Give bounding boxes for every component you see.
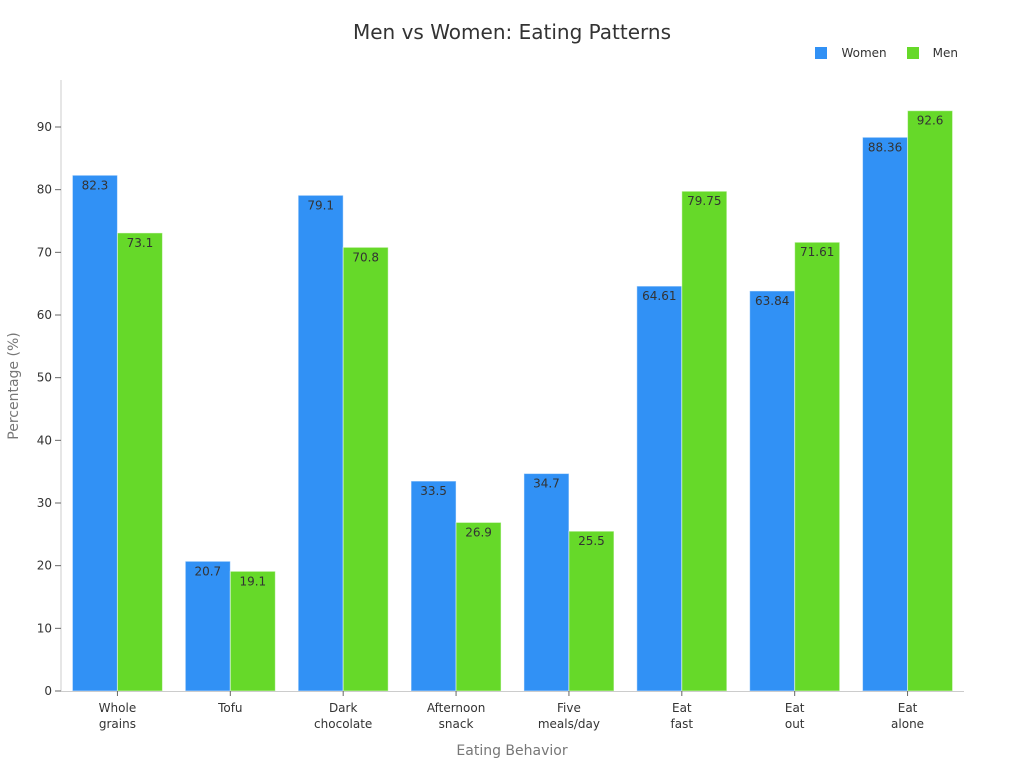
bar-value-label: 20.7 [194, 564, 221, 578]
legend-swatch-women [815, 47, 828, 59]
x-tick-label: meals/day [538, 717, 600, 731]
bar-value-label: 88.36 [868, 140, 902, 154]
chart-title: Men vs Women: Eating Patterns [353, 20, 671, 44]
bar-men[interactable] [568, 530, 615, 692]
x-tick-label: Dark [329, 701, 358, 715]
chart-legend: Women Men [795, 46, 958, 60]
bar-value-label: 79.1 [307, 198, 334, 212]
x-tick-label: out [785, 717, 805, 731]
y-axis: 0 10 20 30 40 50 60 70 80 90 [37, 80, 62, 698]
bar-men[interactable] [907, 110, 954, 692]
bar-value-label: 34.7 [533, 477, 560, 491]
bar-women[interactable] [184, 560, 231, 692]
y-tick-label: 70 [37, 245, 52, 259]
bar-value-label: 82.3 [82, 178, 109, 192]
y-tick-label: 40 [37, 433, 52, 447]
x-tick-label: chocolate [314, 717, 372, 731]
bar-value-label: 63.84 [755, 294, 789, 308]
legend-label-men: Men [932, 46, 958, 60]
x-axis: Whole grains Tofu Dark chocolate Afternoon sna… [61, 691, 964, 731]
bar-value-label: 33.5 [420, 484, 447, 498]
y-tick-label: 20 [37, 559, 52, 573]
bar-men[interactable] [455, 521, 502, 692]
x-tick-label: fast [671, 717, 694, 731]
legend-item-women[interactable]: Women [815, 46, 887, 60]
y-tick-label: 60 [37, 308, 52, 322]
bar-value-label: 64.61 [642, 289, 676, 303]
x-tick-label: Afternoon [427, 701, 486, 715]
x-axis-label: Eating Behavior [456, 743, 567, 759]
legend-swatch-men [906, 47, 919, 59]
y-tick-label: 50 [37, 371, 52, 385]
bar-women[interactable] [410, 480, 457, 692]
bar-women[interactable] [297, 194, 344, 692]
x-tick-label: alone [891, 717, 924, 731]
y-tick-label: 0 [44, 684, 52, 698]
bar-women[interactable] [71, 174, 118, 692]
y-tick-label: 90 [37, 120, 52, 134]
bars: 82.3 73.1 20.7 19.1 79.1 70.8 33.5 26.9 34.7 25.5… [71, 110, 954, 692]
bar-men[interactable] [342, 246, 389, 692]
bar-value-label: 26.9 [465, 525, 492, 539]
bar-men[interactable] [681, 190, 728, 692]
legend-label-women: Women [841, 46, 887, 60]
x-tick-label: Whole [99, 701, 137, 715]
y-tick-label: 10 [37, 621, 52, 635]
x-tick-label: Eat [785, 701, 805, 715]
bar-women[interactable] [862, 136, 909, 692]
x-tick-label: snack [439, 717, 474, 731]
bar-value-label: 71.61 [800, 245, 834, 259]
x-tick-label: Five [557, 701, 581, 715]
bar-women[interactable] [636, 285, 683, 692]
bar-value-label: 79.75 [687, 194, 721, 208]
legend-item-men[interactable]: Men [906, 46, 958, 60]
bar-value-label: 73.1 [127, 236, 154, 250]
bar-value-label: 70.8 [352, 250, 379, 264]
y-tick-label: 80 [37, 183, 52, 197]
x-tick-label: Eat [898, 701, 918, 715]
x-tick-label: Eat [672, 701, 692, 715]
y-tick-label: 30 [37, 496, 52, 510]
bar-men[interactable] [794, 241, 841, 692]
bar-women[interactable] [749, 290, 796, 692]
bar-men[interactable] [116, 232, 163, 692]
bar-value-label: 25.5 [578, 534, 605, 548]
bar-women[interactable] [523, 473, 570, 692]
bar-value-label: 19.1 [239, 574, 266, 588]
bar-value-label: 92.6 [917, 114, 944, 128]
x-tick-label: grains [99, 717, 136, 731]
y-axis-label: Percentage (%) [6, 332, 22, 439]
bar-men[interactable] [229, 570, 276, 692]
x-tick-label: Tofu [217, 701, 242, 715]
